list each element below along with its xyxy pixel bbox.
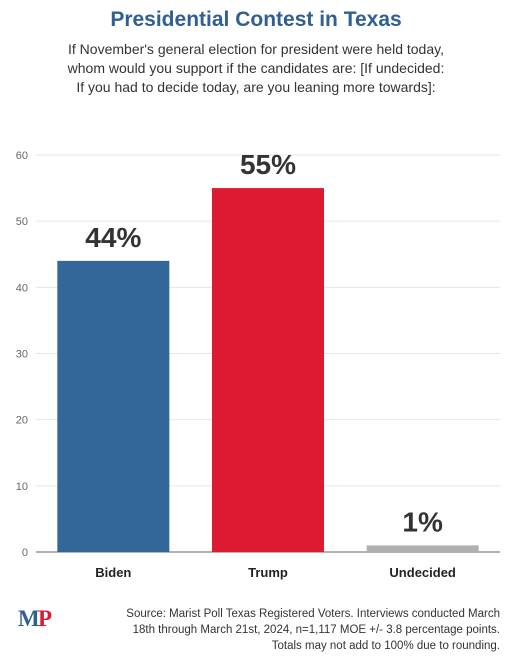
y-tick-label: 30 [16,349,28,361]
bar-biden [57,260,170,552]
y-tick-label: 10 [16,481,28,493]
svg-text:M: M [18,606,40,631]
bar-chart: 0 10 20 30 40 50 60 44% Biden 55% Trump 1% Undecided [16,149,500,580]
chart-title: Presidential Contest in Texas [110,8,402,31]
bar-trump [212,188,324,553]
y-tick-label: 50 [16,216,28,228]
y-tick-label: 20 [16,415,28,427]
marist-poll-logo: M P [18,606,52,631]
data-label: 55% [240,149,296,180]
source-line: Source: Marist Poll Texas Registered Vot… [126,608,500,620]
bar-undecided [366,545,479,552]
subtitle-line: If you had to decide today, are you lean… [76,79,436,95]
chart-subtitle: If November's general election for presi… [16,40,496,97]
svg-text:P: P [38,606,52,631]
x-category-label: Undecided [389,565,456,580]
source-note: Source: Marist Poll Texas Registered Vot… [60,606,500,654]
y-tick-label: 40 [16,282,28,294]
y-tick-label: 0 [22,547,28,559]
data-label: 44% [85,222,141,253]
source-line: Totals may not add to 100% due to roundi… [271,640,500,652]
source-line: 18th through March 21st, 2024, n=1,117 M… [132,624,500,636]
data-label: 1% [402,506,443,537]
subtitle-line: whom would you support if the candidates… [67,60,445,76]
y-tick-label: 60 [16,150,28,162]
x-category-label: Biden [95,565,131,580]
x-category-label: Trump [248,565,288,580]
subtitle-line: If November's general election for presi… [68,41,444,57]
